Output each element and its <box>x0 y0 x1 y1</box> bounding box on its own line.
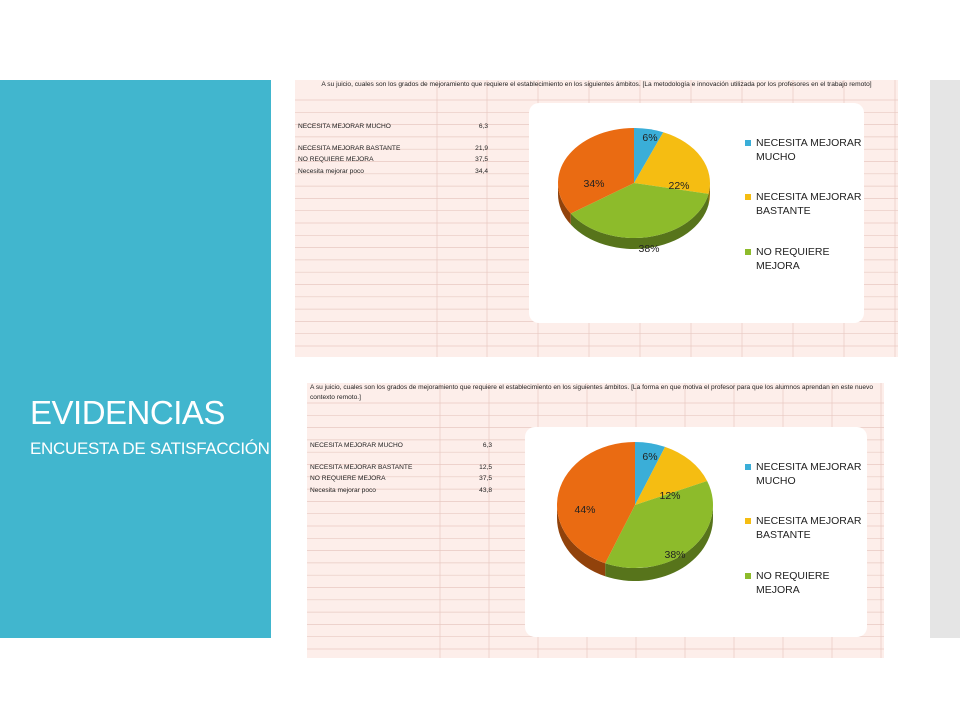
legend-label: NECESITA MEJORAR MUCHO <box>756 461 862 487</box>
row-label: NECESITA MEJORAR MUCHO <box>310 442 403 449</box>
row-value: 43,8 <box>479 486 492 494</box>
data-label: 34% <box>583 178 604 190</box>
legend-swatch <box>745 573 751 579</box>
pie-slice-side <box>605 505 713 581</box>
pie-slice-side <box>558 183 571 225</box>
table-row: NO REQUIERE MEJORA 37,5 <box>310 475 492 485</box>
title-panel: EVIDENCIAS ENCUESTA DE SATISFACCIÓN <box>0 80 271 638</box>
survey-question-header: A su juicio, cuales son los grados de me… <box>310 384 873 401</box>
row-label: Necesita mejorar poco <box>298 167 364 175</box>
pie-slice <box>570 183 709 238</box>
row-value: 6,3 <box>478 123 488 130</box>
pie-slice-side <box>708 183 710 205</box>
pie-chart-card: 6% 12% 38% 44% NECESITA MEJORAR MUCHO NECESIT… <box>525 427 867 637</box>
chart-legend: NECESITA MEJORAR MUCHO NECESITA MEJORAR B… <box>745 136 865 306</box>
legend-swatch <box>745 140 751 146</box>
row-value: 21,9 <box>475 144 488 152</box>
row-label: NECESITA MEJORAR BASTANTE <box>298 144 401 152</box>
table-row: Necesita mejorar poco 43,8 <box>310 487 492 497</box>
data-label: 12% <box>659 490 680 502</box>
pie-slice <box>634 128 664 183</box>
legend-item: NO REQUIERE MEJORA <box>745 569 865 613</box>
row-value: 34,4 <box>475 167 488 175</box>
table-row: NECESITA MEJORAR MUCHO 6,3 <box>310 442 492 452</box>
pie-slice <box>605 481 713 568</box>
legend-label: NECESITA MEJORAR MUCHO <box>756 137 862 163</box>
row-value: 37,5 <box>475 156 488 164</box>
pie-slice <box>635 446 708 505</box>
table-row: Necesita mejorar poco 34,4 <box>298 168 488 178</box>
legend-label: NO REQUIERE MEJORA <box>756 570 830 596</box>
legend-swatch <box>745 249 751 255</box>
row-value: 37,5 <box>479 475 492 483</box>
pie-slice-side <box>557 505 606 577</box>
pie-slice <box>635 442 666 505</box>
row-label: NO REQUIERE MEJORA <box>298 156 374 164</box>
legend-label: NECESITA MEJORAR BASTANTE <box>756 191 862 217</box>
data-label: 22% <box>668 180 689 192</box>
legend-swatch <box>745 464 751 470</box>
data-label: 44% <box>574 504 595 516</box>
survey-question-header: A su juicio, cuales son los grados de me… <box>321 81 872 88</box>
pie-chart: 6% 12% 38% 44% <box>556 442 713 581</box>
legend-swatch <box>745 518 751 524</box>
legend-swatch <box>745 194 751 200</box>
legend-label: NO REQUIERE MEJORA <box>756 246 830 272</box>
pie-chart-card: 6% 22% 38% 34% NECESITA MEJORAR MUCHO NECESIT… <box>529 103 864 323</box>
pie-slice-side <box>570 193 709 249</box>
data-label: 6% <box>642 132 657 144</box>
data-label: 38% <box>638 243 659 255</box>
row-label: NO REQUIERE MEJORA <box>310 475 386 483</box>
row-value: 6,3 <box>482 442 492 449</box>
legend-label: NECESITA MEJORAR BASTANTE <box>756 515 862 541</box>
chart-legend: NECESITA MEJORAR MUCHO NECESITA MEJORAR B… <box>745 460 865 630</box>
row-label: NECESITA MEJORAR BASTANTE <box>310 463 413 471</box>
slide-subtitle: ENCUESTA DE SATISFACCIÓN <box>30 439 270 458</box>
table-row: NO REQUIERE MEJORA 37,5 <box>298 156 488 166</box>
data-label: 6% <box>642 451 657 463</box>
legend-item: NECESITA MEJORAR MUCHO <box>745 136 865 180</box>
pie-slice <box>558 128 634 214</box>
data-label: 38% <box>664 549 685 561</box>
table-row: NECESITA MEJORAR BASTANTE 21,9 <box>298 145 488 155</box>
legend-item: NO REQUIERE MEJORA <box>745 245 865 289</box>
row-label: Necesita mejorar poco <box>310 486 376 494</box>
pie-slice <box>556 442 635 564</box>
legend-item: NECESITA MEJORAR BASTANTE <box>745 514 865 558</box>
table-row: NECESITA MEJORAR MUCHO 6,3 <box>298 123 488 133</box>
pie-chart: 6% 22% 38% 34% <box>558 128 710 255</box>
table-row: NECESITA MEJORAR BASTANTE 12,5 <box>310 464 492 474</box>
row-value: 12,5 <box>479 463 492 471</box>
pie-slice <box>634 132 710 194</box>
slide-title: EVIDENCIAS <box>30 394 225 431</box>
right-side-bar <box>930 80 960 638</box>
legend-item: NECESITA MEJORAR BASTANTE <box>745 190 865 234</box>
legend-item: NECESITA MEJORAR MUCHO <box>745 460 865 504</box>
row-label: NECESITA MEJORAR MUCHO <box>298 123 391 130</box>
